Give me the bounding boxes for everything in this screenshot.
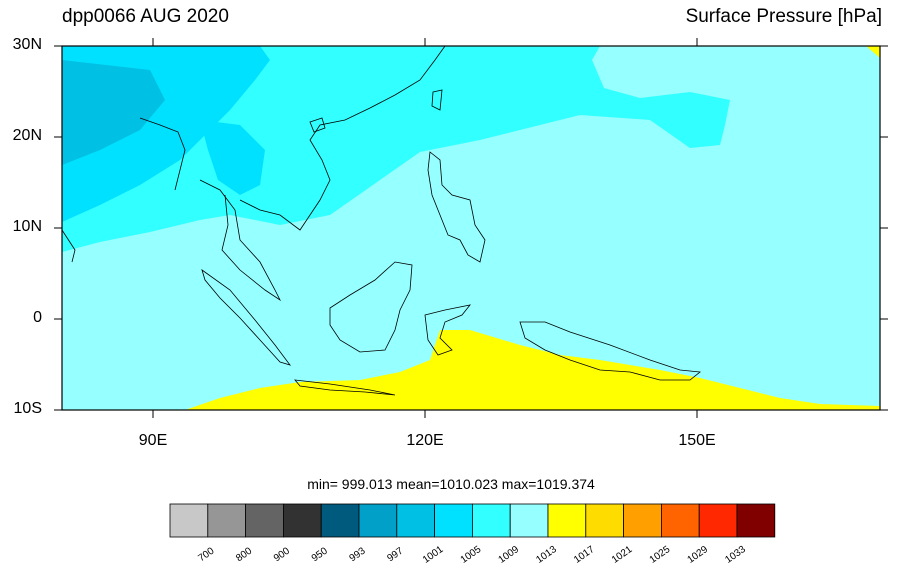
lon-label-150e: 150E	[678, 432, 716, 449]
pressure-zone-1005-b	[200, 120, 265, 195]
lon-label-90e: 90E	[138, 432, 168, 449]
colorbar-label: 800	[234, 545, 254, 564]
coastline-borneo	[329, 261, 413, 353]
lat-label-0: 0	[33, 309, 42, 326]
coastlines	[61, 45, 702, 396]
map-title: dpp0066 AUG 2020	[62, 6, 229, 27]
colorbar-swatch	[169, 503, 209, 538]
colorbar-label: 700	[196, 545, 216, 564]
coastline-taiwan	[431, 89, 443, 111]
coastline-mainland-asia	[61, 45, 446, 302]
map-plot	[54, 38, 888, 418]
pressure-zone-1017-ne	[866, 46, 880, 58]
coastline-new-guinea	[519, 321, 702, 381]
colorbar-label: 1025	[648, 544, 673, 566]
lat-label-10s: 10S	[13, 400, 42, 417]
pressure-zone-1001	[62, 60, 165, 165]
variable-title: Surface Pressure [hPa]	[685, 6, 882, 27]
colorbar-swatch	[509, 503, 549, 538]
colorbar-swatch	[661, 503, 700, 538]
axis-ticks	[54, 38, 888, 418]
colorbar-label: 1001	[421, 544, 446, 566]
colorbar-swatch	[585, 503, 624, 538]
lat-label-10n: 10N	[12, 218, 42, 235]
colorbar-swatch	[471, 503, 511, 538]
lat-label-20n: 20N	[12, 127, 42, 144]
colorbar-label: 997	[385, 545, 405, 564]
colorbar-swatch	[320, 503, 360, 538]
coastline-java	[294, 379, 396, 396]
statistics-summary: min= 999.013 mean=1010.023 max=1019.374	[307, 476, 595, 492]
colorbar-label: 950	[310, 545, 330, 564]
coastline-sumatra	[201, 268, 292, 366]
colorbar-boxes	[169, 503, 776, 538]
colorbar-label: 1017	[572, 544, 597, 566]
colorbar-swatch	[434, 503, 473, 538]
colorbar-swatch	[207, 503, 247, 538]
coastline-hainan	[309, 117, 326, 133]
colorbar-swatch	[547, 503, 587, 538]
coastline-sulawesi	[424, 304, 471, 356]
colorbar-label: 900	[272, 545, 292, 564]
lat-label-30n: 30N	[12, 36, 42, 53]
colorbar-swatch	[698, 503, 738, 538]
colorbar-label: 993	[348, 545, 368, 564]
colorbar-swatch	[623, 503, 662, 538]
colorbar-label: 1009	[496, 544, 521, 566]
colorbar-swatch	[358, 503, 398, 538]
colorbar-label: 1029	[685, 544, 710, 566]
colorbar-label: 1021	[610, 544, 635, 566]
colorbar-label: 1005	[459, 544, 484, 566]
colorbar-labels: 700 800 900 950 993 997 1001 1005 1009 1013 1017 10…	[196, 544, 748, 566]
coastline-philippines	[427, 151, 486, 263]
colorbar-swatch	[282, 503, 322, 538]
colorbar-swatch	[396, 503, 435, 538]
lon-label-120e: 120E	[406, 432, 444, 449]
pressure-zone-1017	[185, 330, 880, 410]
colorbar-swatch	[245, 503, 284, 538]
colorbar-label: 1013	[534, 544, 559, 566]
colorbar-label: 1033	[723, 544, 748, 566]
colorbar-swatch	[736, 503, 776, 538]
